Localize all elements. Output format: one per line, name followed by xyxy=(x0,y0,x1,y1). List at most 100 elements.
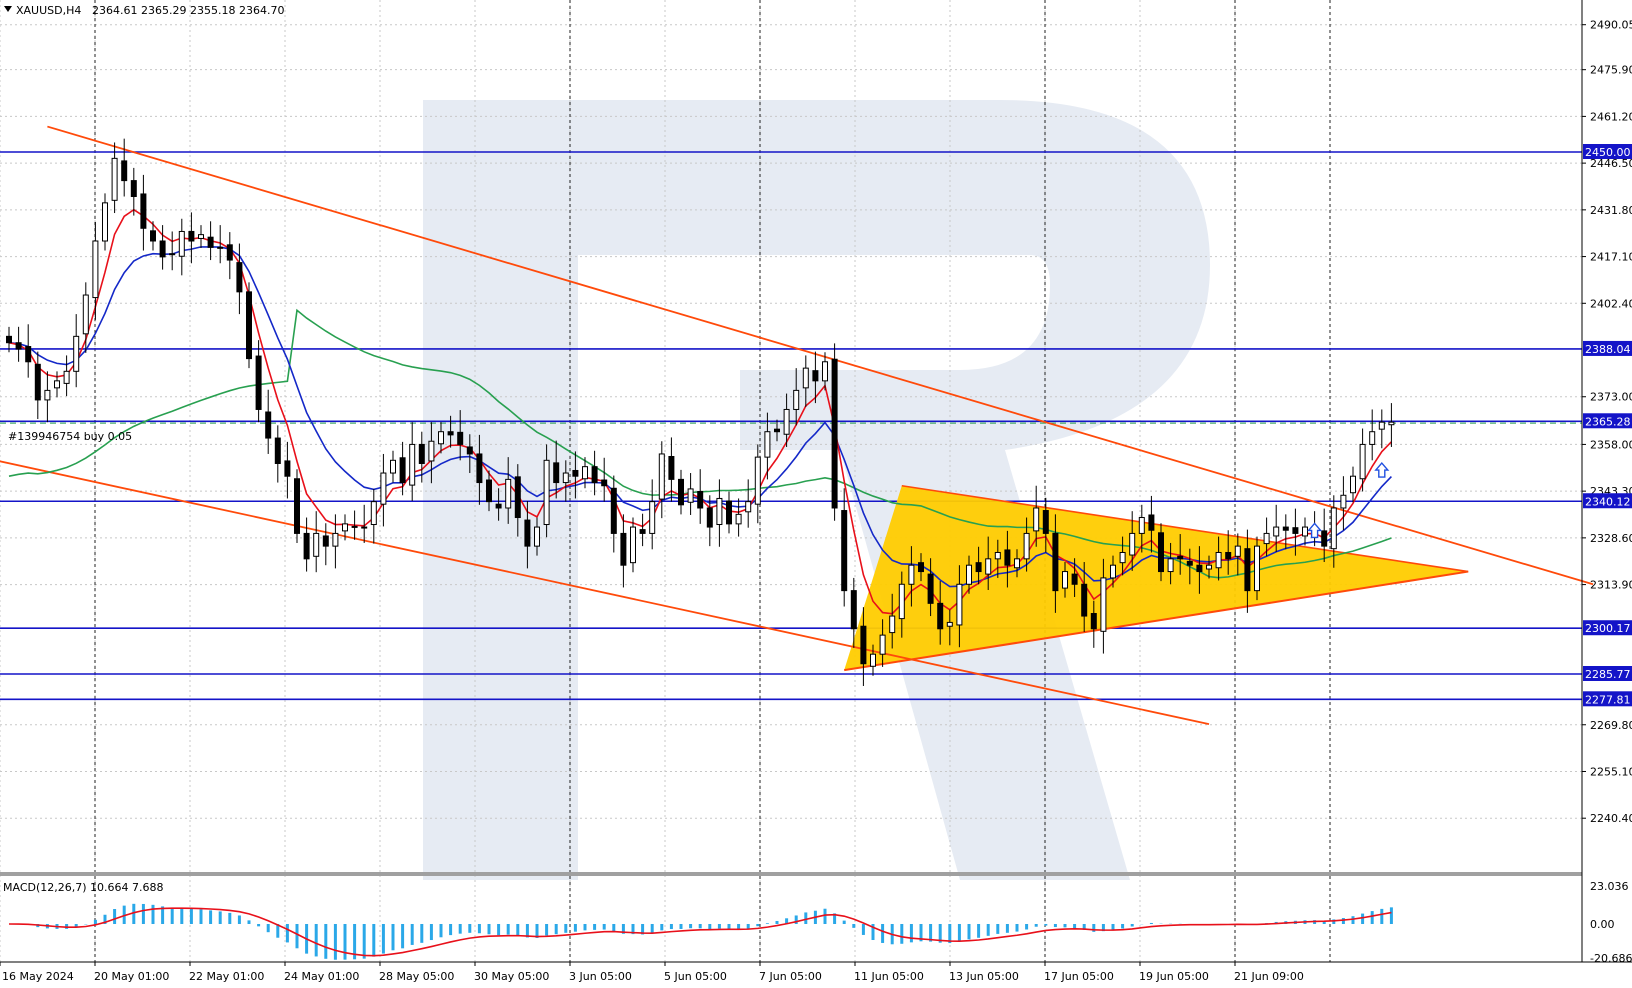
price-axis[interactable]: 2490.05 2475.90 2461.20 2446.50 2431.80 2417.… xyxy=(1582,19,1632,965)
candle-body xyxy=(562,472,569,484)
candle-body xyxy=(102,202,108,242)
candle-body xyxy=(399,457,406,484)
price-tick-label: 2431.80 xyxy=(1590,204,1632,217)
candle-body xyxy=(303,532,310,560)
candle-body xyxy=(1350,475,1356,494)
candle-body xyxy=(783,408,790,435)
triangle-upper-line[interactable] xyxy=(901,484,1469,573)
candle-body xyxy=(236,262,243,293)
level-price-badge[interactable] xyxy=(1583,691,1632,707)
price-tick-label: 2255.10 xyxy=(1590,765,1632,778)
candle-body xyxy=(1206,564,1212,570)
candle-body xyxy=(380,472,387,505)
candle-body xyxy=(342,523,348,532)
candle-body xyxy=(111,157,118,201)
candle-body xyxy=(25,346,32,363)
candle-body xyxy=(687,488,694,503)
candlesticks xyxy=(6,138,1395,686)
candle-body xyxy=(822,361,828,382)
candle-body xyxy=(1263,532,1270,545)
candle-body xyxy=(735,513,742,525)
level-price-badge[interactable] xyxy=(1583,493,1632,509)
level-price-badge[interactable] xyxy=(1583,340,1632,356)
level-price-label: 2388.04 xyxy=(1585,343,1631,356)
candle-body xyxy=(428,440,435,462)
price-tick-label: 2490.05 xyxy=(1590,19,1632,32)
time-tick-label: 16 May 2024 xyxy=(2,970,74,983)
candle-body xyxy=(217,246,224,249)
candle-body xyxy=(466,446,473,455)
candle-body xyxy=(130,180,137,197)
triangle-fill[interactable] xyxy=(844,485,1469,671)
buy-arrows[interactable] xyxy=(1307,461,1390,539)
candle-body xyxy=(486,479,492,503)
order-label[interactable]: #139946754 buy 0.05 xyxy=(8,430,132,443)
time-axis[interactable]: 16 May 2024 20 May 01:00 22 May 01:00 24 Ma… xyxy=(0,962,1304,983)
price-tick-label: 2446.50 xyxy=(1590,157,1632,170)
dropdown-triangle-icon[interactable] xyxy=(4,6,12,12)
candle-body xyxy=(591,466,598,484)
time-tick-label: 20 May 01:00 xyxy=(94,970,169,983)
candle-body xyxy=(764,431,771,458)
level-price-label: 2365.28 xyxy=(1585,415,1631,428)
level-price-badge[interactable] xyxy=(1583,413,1632,429)
time-tick-label: 19 Jun 05:00 xyxy=(1139,970,1209,983)
candle-body xyxy=(850,590,857,630)
candle-body xyxy=(582,466,588,480)
candle-body xyxy=(908,564,915,585)
candle-body xyxy=(898,583,905,620)
level-price-badge[interactable] xyxy=(1583,620,1632,636)
horizontal-levels[interactable] xyxy=(0,151,1582,701)
candle-body xyxy=(1244,548,1251,592)
candle-body xyxy=(1148,514,1155,531)
buy-arrow-icon[interactable] xyxy=(1307,522,1323,539)
price-tick-label: 2402.40 xyxy=(1590,297,1632,310)
candle-body xyxy=(274,437,281,464)
candle-body xyxy=(1100,577,1107,632)
triangle-pattern[interactable] xyxy=(844,484,1469,672)
candle-body xyxy=(198,234,204,239)
candle-body xyxy=(159,240,166,258)
level-price-badge[interactable] xyxy=(1583,666,1632,681)
candle-body xyxy=(1388,421,1395,426)
candle-body xyxy=(140,193,147,229)
time-tick-label: 24 May 01:00 xyxy=(284,970,359,983)
candle-body xyxy=(630,526,636,564)
time-tick-label: 17 Jun 05:00 xyxy=(1044,970,1114,983)
candle-body xyxy=(1254,545,1260,592)
pane-separator[interactable] xyxy=(0,872,1582,876)
level-price-badge[interactable] xyxy=(1583,144,1632,159)
candle-body xyxy=(1081,583,1088,617)
candle-body xyxy=(1273,526,1280,537)
candle-body xyxy=(726,500,732,525)
candle-body xyxy=(870,653,876,667)
grid xyxy=(0,0,1582,962)
channel-lower-line[interactable] xyxy=(0,451,1210,726)
candle-body xyxy=(1359,443,1366,480)
buy-arrow-icon[interactable] xyxy=(1374,461,1390,478)
candle-body xyxy=(1042,510,1049,534)
level-price-label: 2277.81 xyxy=(1585,693,1631,706)
candle-body xyxy=(1215,551,1222,569)
price-tick-label: 2240.40 xyxy=(1590,812,1632,825)
candle-body xyxy=(620,532,627,566)
symbol-label[interactable]: XAUUSD,H4 xyxy=(16,4,81,17)
candle-body xyxy=(1110,564,1116,579)
candle-body xyxy=(716,497,723,526)
candle-body xyxy=(668,455,675,480)
candle-body xyxy=(418,443,425,464)
candle-body xyxy=(553,462,560,484)
candle-body xyxy=(1321,530,1328,547)
candle-body xyxy=(188,230,195,242)
candle-body xyxy=(774,428,780,433)
triangle-support-line[interactable] xyxy=(844,570,1469,672)
candle-body xyxy=(754,456,761,505)
candle-body xyxy=(678,478,684,506)
candle-body xyxy=(860,625,867,665)
candle-body xyxy=(1196,564,1203,573)
candle-body xyxy=(34,363,41,401)
candle-body xyxy=(1234,545,1241,557)
candle-body xyxy=(534,526,540,547)
time-tick-label: 22 May 01:00 xyxy=(189,970,264,983)
